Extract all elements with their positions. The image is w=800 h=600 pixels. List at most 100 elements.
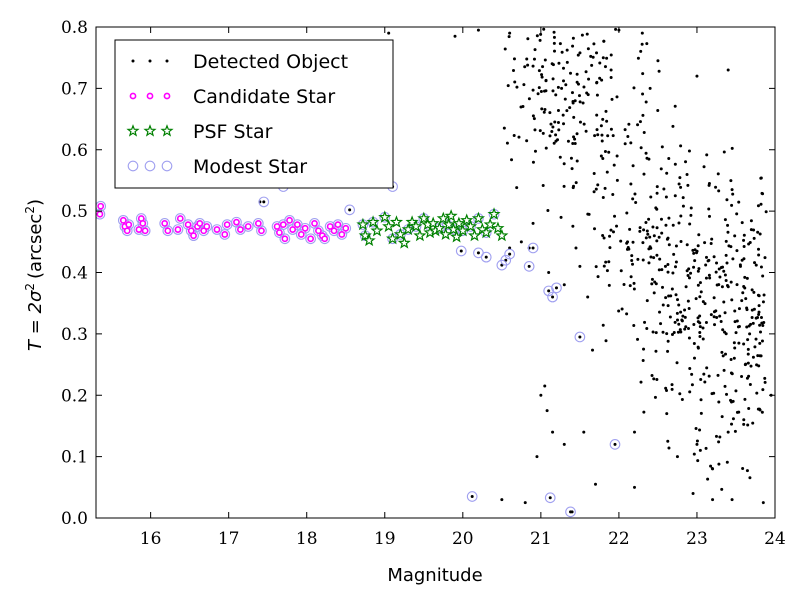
- galaxy-point: [707, 214, 711, 218]
- galaxy-point: [701, 300, 705, 304]
- legend-marker-dot: [165, 59, 169, 63]
- dot-point: [508, 252, 512, 256]
- galaxy-point: [752, 307, 756, 311]
- galaxy-point: [760, 191, 764, 195]
- galaxy-point: [678, 176, 682, 180]
- galaxy-point: [761, 300, 765, 304]
- circle-open-point: [547, 291, 558, 303]
- x-tick-label: 22: [608, 529, 630, 549]
- legend-marker-star: [126, 124, 140, 137]
- galaxy-point: [664, 223, 668, 227]
- galaxy-point: [571, 142, 575, 146]
- galaxy-point: [538, 129, 542, 133]
- star-point: [487, 207, 501, 220]
- galaxy-point: [727, 244, 731, 248]
- galaxy-point: [676, 330, 680, 334]
- star-point: [467, 228, 482, 242]
- dot-point: [574, 246, 578, 250]
- galaxy-point: [601, 117, 605, 121]
- galaxy-point: [636, 257, 640, 261]
- legend-marker-dot: [131, 59, 135, 63]
- galaxy-point: [633, 192, 637, 196]
- galaxy-point: [752, 236, 756, 240]
- galaxy-point: [742, 342, 746, 346]
- galaxy-point: [759, 316, 763, 320]
- galaxy-point: [539, 89, 543, 93]
- galaxy-point: [730, 298, 734, 302]
- galaxy-point: [712, 310, 716, 314]
- galaxy-point: [732, 356, 736, 360]
- galaxy-point: [667, 157, 671, 161]
- galaxy-point: [723, 273, 727, 277]
- galaxy-point: [704, 446, 708, 450]
- star-point: [460, 213, 474, 226]
- galaxy-point: [562, 162, 566, 166]
- galaxy-point: [513, 80, 517, 84]
- circle-open-point: [455, 245, 467, 257]
- galaxy-point: [596, 275, 600, 279]
- galaxy-point: [745, 469, 749, 473]
- galaxy-point: [718, 314, 722, 318]
- circle-small-point: [164, 227, 172, 235]
- galaxy-point: [640, 42, 644, 46]
- galaxy-point: [744, 297, 748, 301]
- dot-point: [562, 283, 566, 287]
- galaxy-point: [556, 85, 560, 89]
- galaxy-point: [720, 487, 724, 491]
- circle-small-point: [279, 221, 287, 229]
- y-tick-label: 0.5: [61, 202, 88, 222]
- galaxy-point: [669, 294, 673, 298]
- circle-open-point: [551, 282, 562, 294]
- galaxy-point: [763, 380, 767, 384]
- galaxy-point: [683, 327, 687, 331]
- galaxy-point: [552, 141, 556, 145]
- galaxy-point: [730, 372, 734, 376]
- galaxy-point: [642, 228, 646, 232]
- star-point: [378, 210, 392, 223]
- galaxy-point: [645, 156, 649, 160]
- galaxy-point: [630, 254, 634, 258]
- legend-marker-circle-small: [129, 92, 137, 100]
- galaxy-point: [598, 76, 602, 80]
- dot-point: [726, 68, 730, 72]
- dot-point: [593, 482, 597, 486]
- galaxy-point: [761, 274, 765, 278]
- galaxy-point: [731, 417, 735, 421]
- dot-point: [633, 430, 637, 434]
- dot-point: [648, 86, 652, 90]
- galaxy-point: [698, 295, 702, 299]
- galaxy-point: [746, 423, 750, 427]
- circle-small-point: [203, 223, 211, 230]
- x-tick-label: 20: [452, 529, 474, 549]
- galaxy-point: [589, 54, 593, 58]
- galaxy-point: [757, 253, 761, 257]
- star-point: [362, 233, 376, 247]
- galaxy-point: [615, 224, 619, 228]
- galaxy-point: [533, 149, 537, 153]
- galaxy-point: [752, 290, 756, 294]
- galaxy-point: [752, 228, 756, 232]
- galaxy-point: [731, 257, 735, 261]
- galaxy-point: [627, 247, 631, 251]
- galaxy-point: [641, 358, 645, 362]
- galaxy-point: [625, 312, 629, 316]
- galaxy-point: [591, 348, 595, 352]
- galaxy-point: [742, 245, 746, 249]
- x-tick-label: 24: [764, 529, 786, 549]
- galaxy-point: [741, 466, 745, 470]
- galaxy-point: [653, 395, 657, 399]
- galaxy-point: [694, 427, 698, 431]
- galaxy-point: [628, 284, 632, 288]
- galaxy-point: [733, 429, 737, 433]
- galaxy-point: [532, 117, 536, 121]
- star-point: [491, 221, 505, 234]
- galaxy-point: [710, 237, 714, 241]
- galaxy-point: [657, 235, 661, 239]
- galaxy-point: [753, 261, 757, 265]
- galaxy-point: [573, 137, 577, 141]
- galaxy-point: [645, 327, 649, 331]
- galaxy-point: [614, 27, 618, 31]
- galaxy-point: [720, 415, 724, 419]
- galaxy-point: [559, 215, 563, 219]
